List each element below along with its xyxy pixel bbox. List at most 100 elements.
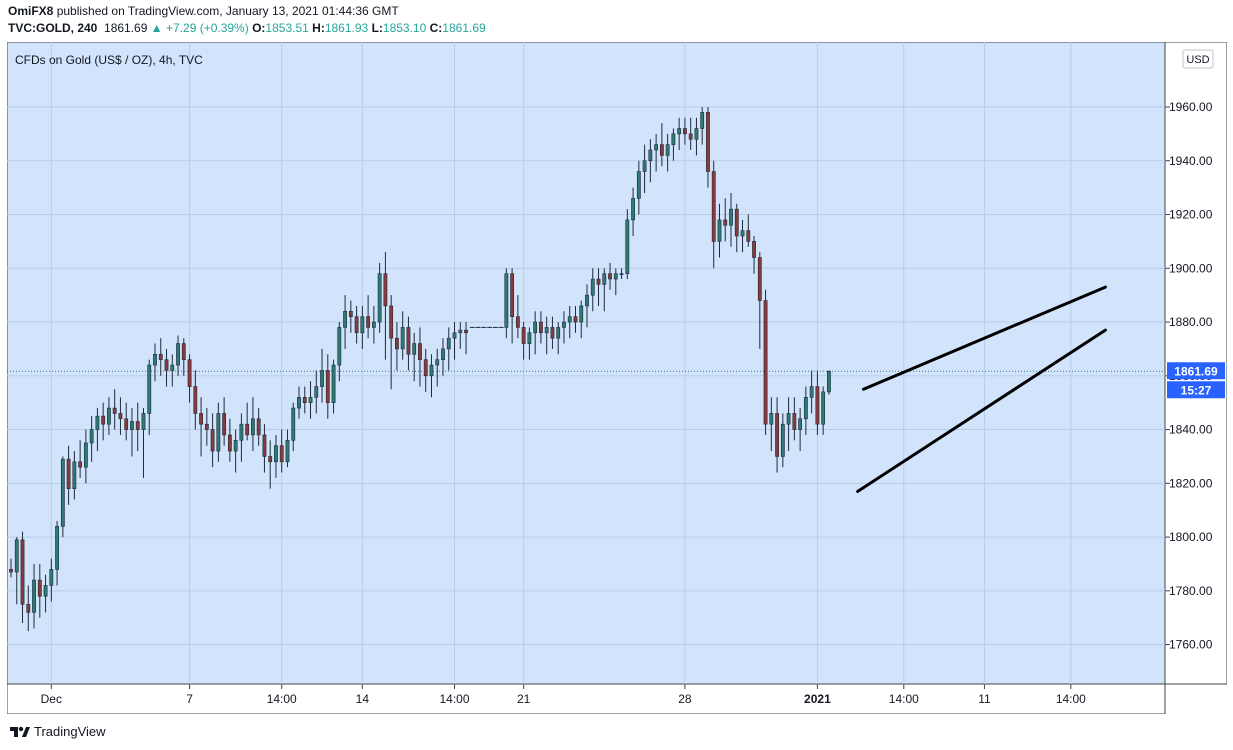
time-tick-label: 28 <box>678 692 692 706</box>
chart-title: CFDs on Gold (US$ / OZ), 4h, TVC <box>15 53 203 67</box>
price-tick-label: 1920.00 <box>1169 208 1213 222</box>
candle-body <box>625 219 630 274</box>
candle-body <box>279 445 284 463</box>
candle-body <box>302 397 307 403</box>
candle-body <box>83 442 88 468</box>
published-text: published on TradingView.com, January 13… <box>56 4 399 18</box>
candle-body <box>400 327 405 350</box>
candle-body <box>181 343 186 360</box>
candle-body <box>464 329 468 334</box>
low-value: 1853.10 <box>382 21 427 35</box>
symbol-label: TVC:GOLD, 240 <box>8 21 98 35</box>
candle-body <box>648 149 653 162</box>
price-badges: 1861.69 15:27 <box>1167 362 1225 399</box>
candle-body <box>734 208 739 237</box>
currency-box[interactable] <box>1182 49 1214 69</box>
candle-body <box>717 219 722 242</box>
time-tick-label: 14:00 <box>889 692 919 706</box>
open-value: 1853.51 <box>265 21 309 35</box>
candle-body <box>786 413 791 425</box>
candle-body <box>314 386 319 398</box>
time-tick-label: 7 <box>186 692 193 706</box>
candle-body <box>809 386 814 398</box>
candle-body <box>775 413 779 457</box>
time-tick-label: 2021 <box>804 692 831 706</box>
open-label: O: <box>252 21 266 35</box>
plot-area[interactable] <box>6 41 1166 685</box>
candle-body <box>227 434 232 452</box>
candle-body <box>66 458 71 489</box>
high-label: H: <box>312 21 325 35</box>
candle-body <box>26 603 31 613</box>
candle-body <box>153 353 157 366</box>
candle-body <box>659 144 664 156</box>
countdown-badge-text: 15:27 <box>1181 383 1212 397</box>
time-ticks: Dec 7 14:00 14 14:00 21 28 2021 14:00 11 14:00 <box>41 684 1086 706</box>
candle-body <box>435 359 440 366</box>
countdown-badge <box>1167 381 1225 399</box>
last-price-badge <box>1167 362 1225 380</box>
author-name: OmiFX8 <box>8 4 54 18</box>
candle-body <box>135 421 140 430</box>
close-label: C: <box>429 21 443 35</box>
time-axis[interactable] <box>6 683 1166 715</box>
candle-body <box>567 316 572 323</box>
candle-body <box>256 418 261 436</box>
candle-body <box>204 423 209 430</box>
price-tick-label: 1960.00 <box>1169 100 1213 114</box>
candle-body <box>147 364 152 414</box>
high-value: 1861.93 <box>324 21 369 35</box>
candle-body <box>320 370 324 387</box>
candle-body <box>383 273 388 307</box>
time-tick-label: 14:00 <box>440 692 470 706</box>
candle-body <box>458 329 463 334</box>
candle-body <box>504 273 509 328</box>
candle-body <box>216 413 221 452</box>
low-label: L: <box>371 21 383 35</box>
price-tick-label: 1760.00 <box>1169 638 1213 652</box>
candle-body <box>608 273 612 280</box>
time-tick-label: 11 <box>978 692 991 706</box>
candle-body <box>688 133 693 140</box>
tradingview-brand[interactable]: TradingView <box>34 723 106 739</box>
candle-body <box>366 316 371 328</box>
candle-body <box>49 569 54 586</box>
candle-body <box>590 278 595 296</box>
candle-body <box>665 144 670 156</box>
candle-body <box>636 171 641 199</box>
publish-info: OmiFX8 published on TradingView.com, Jan… <box>8 4 399 18</box>
candle-body <box>343 310 347 328</box>
candle-body <box>631 198 635 221</box>
candle-body <box>32 579 36 613</box>
candle-body <box>763 300 768 425</box>
candles <box>9 107 831 632</box>
candle-body <box>274 445 278 463</box>
candle-body <box>723 219 728 226</box>
candle-body <box>14 539 19 573</box>
candle-body <box>176 343 180 366</box>
candle-body <box>533 321 538 334</box>
trendline-lower <box>856 328 1107 493</box>
time-tick-label: 14:00 <box>1056 692 1086 706</box>
candle-body <box>170 364 175 371</box>
price-tick-label: 1800.00 <box>1169 530 1213 544</box>
candle-body <box>521 327 526 344</box>
candle-body <box>423 359 428 377</box>
candle-body <box>291 407 296 441</box>
candle-body <box>107 407 111 425</box>
candle-body <box>55 526 59 570</box>
candle-body <box>510 273 515 317</box>
price-chart[interactable]: 1760.001780.001800.001820.001840.001860.… <box>6 41 1228 715</box>
candle-body <box>769 413 774 425</box>
candle-body <box>325 370 330 403</box>
candle-body <box>562 321 566 328</box>
candle-body <box>429 364 434 377</box>
chart-container[interactable]: 1760.001780.001800.001820.001840.001860.… <box>6 41 1228 715</box>
candle-body <box>803 397 808 420</box>
tradingview-logo-icon[interactable] <box>8 723 30 739</box>
close-value: 1861.69 <box>442 21 486 35</box>
candle-body <box>251 418 255 436</box>
candle-body <box>9 569 13 573</box>
candle-body <box>527 332 532 344</box>
candle-body <box>395 337 399 350</box>
